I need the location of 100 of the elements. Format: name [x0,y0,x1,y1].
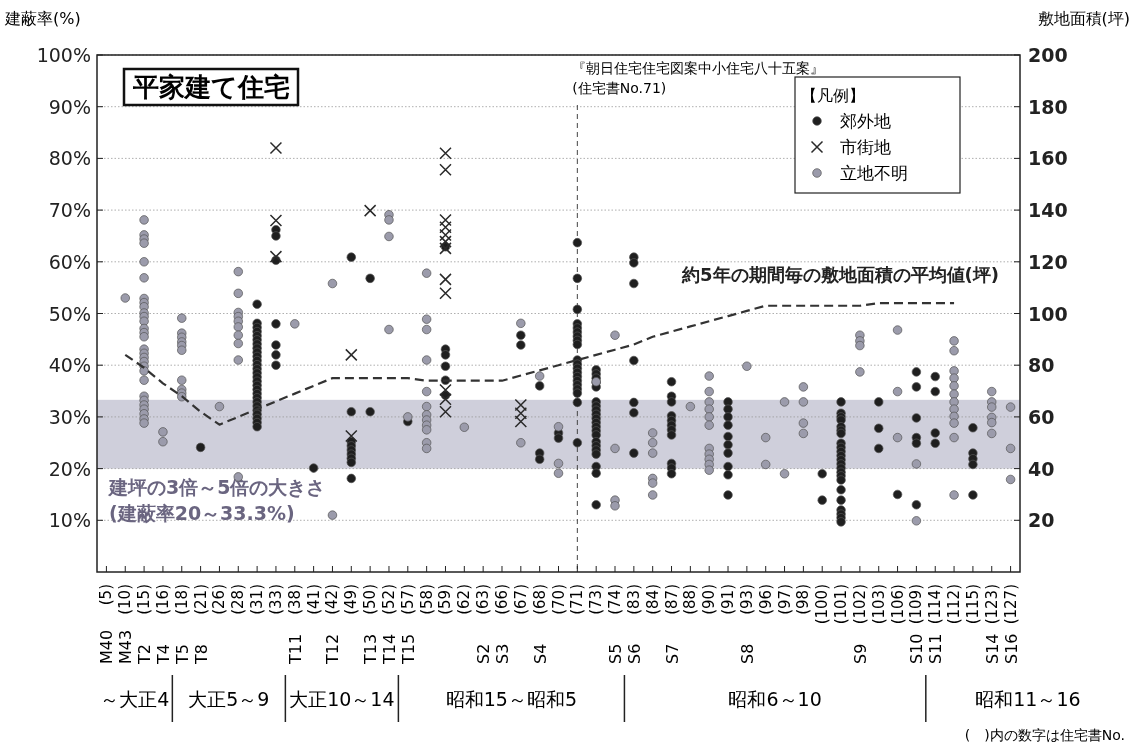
text: ( )内の数字は住宅書No. [964,727,1125,743]
x-tick-label: (115) [963,584,982,625]
text: S5 [606,643,626,664]
x-tick-label: (83) [624,584,643,615]
x-tick-label: (26) [210,584,229,615]
text: 平家建て住宅 [132,72,290,102]
x-tick-label: (101) [832,584,851,625]
x-tick-label: (90) [700,584,719,615]
y-tick-label: 80% [48,147,91,170]
y-tick-label: 40% [48,354,91,377]
text: T4 [153,644,173,665]
ref-line-label: 『朝日住宅住宅図案中小住宅八十五案』 [572,60,825,76]
x-tick-label: (49) [342,584,361,615]
text: 昭和11～16 [975,688,1081,710]
x-tick-label: (21) [191,584,210,615]
text: T14 [379,633,399,665]
x-tick-label: (123) [982,584,1001,625]
text: S11 [926,633,946,664]
y2-tick-label: 120 [1028,250,1068,273]
x-tick-label: (96) [756,584,775,615]
x-tick-label: (112) [945,584,964,625]
text: S14 [982,633,1002,664]
text: ～大正4 [100,688,170,710]
x-tick-label: (5) [97,584,116,606]
legend-title: 【凡例】 [801,86,865,105]
y-tick-label: 60% [48,250,91,273]
y2-axis-title: 敷地面積(坪) [1037,9,1130,28]
x-tick-label: (15) [135,584,154,615]
y-tick-label: 10% [48,509,91,532]
x-tick-label: (33) [266,584,285,615]
x-tick-label: (127) [1001,584,1020,625]
x-tick-label: (70) [549,584,568,615]
x-tick-label: (67) [511,584,530,615]
y2-tick-label: 80 [1028,354,1055,377]
text: S7 [662,643,682,664]
y2-tick-label: 200 [1028,44,1068,66]
x-tick-label: (31) [248,584,267,615]
y-tick-label: 70% [48,199,91,222]
x-tick-label: (57) [398,584,417,615]
x-tick-label: (97) [775,584,794,615]
x-tick-label: (18) [172,584,191,615]
band-label: 建坪の3倍～5倍の大きさ [107,475,326,498]
text: 大正10～14 [289,688,395,710]
x-tick-label: (106) [888,584,907,625]
text: S9 [850,643,870,664]
text: T12 [323,633,343,665]
x-tick-label: (58) [417,584,436,615]
x-tick-label: (68) [530,584,549,615]
y2-tick-label: 160 [1028,147,1068,170]
x-tick-label: (98) [794,584,813,615]
y2-tick-label: 60 [1028,405,1055,428]
text: S16 [1001,633,1021,664]
annotation: (住宅書No.71) [572,80,667,96]
text: 昭和6～10 [728,688,822,710]
x-tick-label: (28) [229,584,248,615]
text: T11 [285,633,305,665]
text: S6 [624,643,644,664]
text: T8 [191,644,211,665]
text: M43 [116,629,136,664]
x-tick-label: (66) [492,584,511,615]
x-tick-label: (84) [643,584,662,615]
x-tick-label: (16) [153,584,172,615]
legend-label: 郊外地 [840,111,891,131]
x-tick-label: (73) [587,584,606,615]
text: M40 [97,629,117,664]
text: T13 [361,633,381,665]
x-tick-label: (109) [907,584,926,625]
y-tick-label: 90% [48,95,91,118]
y-tick-label: 100% [36,44,91,66]
series-label: 約5年の期間毎の敷地面積の平均値(坪) [681,264,1000,286]
y-tick-label: 50% [48,302,91,325]
x-tick-label: (42) [323,584,342,615]
x-tick-label: (59) [436,584,455,615]
x-tick-label: (38) [285,584,304,615]
y2-tick-label: 40 [1028,457,1055,480]
y-axis-title: 建蔽率(%) [4,9,81,28]
x-tick-label: (50) [361,584,380,615]
text: T5 [172,644,192,665]
x-tick-label: (103) [869,584,888,625]
x-tick-label: (52) [379,584,398,615]
x-tick-label: (100) [813,584,832,625]
legend-label: 市街地 [840,137,891,157]
annotation: (建蔽率20～33.3%) [109,501,295,524]
x-tick-label: (10) [116,584,135,615]
x-tick-label: (88) [681,584,700,615]
text: 昭和15～昭和5 [445,688,578,710]
text: S4 [530,643,550,664]
text: S2 [474,643,494,664]
text: S3 [492,643,512,664]
x-tick-label: (93) [737,584,756,615]
y-tick-label: 30% [48,405,91,428]
y2-tick-label: 140 [1028,199,1068,222]
y2-tick-label: 180 [1028,95,1068,118]
y2-tick-label: 100 [1028,302,1068,325]
text: T15 [398,633,418,665]
y2-tick-label: 20 [1028,509,1055,532]
y-tick-label: 20% [48,457,91,480]
x-tick-label: (62) [455,584,474,615]
x-tick-label: (74) [606,584,625,615]
x-tick-label: (91) [719,584,738,615]
